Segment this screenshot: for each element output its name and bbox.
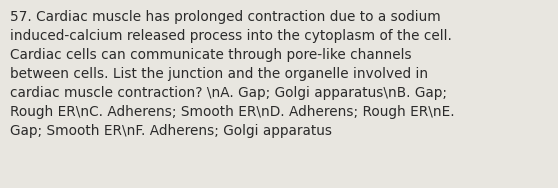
Text: 57. Cardiac muscle has prolonged contraction due to a sodium
induced-calcium rel: 57. Cardiac muscle has prolonged contrac… <box>10 10 455 138</box>
